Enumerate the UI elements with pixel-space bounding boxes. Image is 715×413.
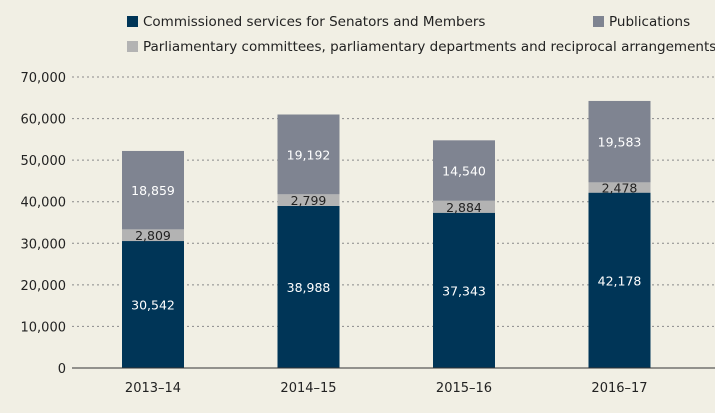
x-tick-label: 2013–14 (125, 381, 181, 396)
data-label: 14,540 (442, 164, 486, 179)
data-label: 2,799 (291, 193, 327, 208)
bar-segment (588, 182, 651, 193)
bar-segment (433, 200, 495, 213)
x-tick-label: 2014–15 (280, 381, 336, 396)
legend-label: Commissioned services for Senators and M… (143, 14, 485, 30)
data-label: 37,343 (442, 283, 486, 298)
data-label: 19,192 (287, 147, 331, 162)
legend-swatch (127, 16, 138, 27)
bar-segment (277, 114, 340, 195)
x-tick-label: 2015–16 (436, 381, 492, 396)
bar-segment (588, 192, 651, 368)
bar-segment (122, 229, 184, 242)
x-tick-label: 2016–17 (591, 381, 647, 396)
bar-segment (433, 140, 495, 201)
y-tick-label: 70,000 (21, 71, 67, 86)
data-label: 42,178 (598, 273, 642, 288)
data-label: 19,583 (598, 135, 642, 150)
y-tick-label: 10,000 (21, 320, 67, 335)
data-label: 18,859 (131, 183, 175, 198)
legend-swatch (593, 16, 604, 27)
y-tick-label: 50,000 (21, 154, 67, 169)
y-tick-label: 0 (58, 362, 66, 377)
bar-segment (588, 100, 651, 183)
bar-segment (277, 205, 340, 368)
data-label: 2,884 (446, 200, 482, 215)
bar-segment (433, 212, 495, 368)
bar-segment (122, 241, 184, 368)
y-tick-label: 30,000 (21, 237, 67, 252)
legend-label: Publications (609, 14, 690, 30)
legend-swatch (127, 41, 138, 52)
bar-segment (277, 194, 340, 206)
data-label: 30,542 (131, 298, 175, 313)
y-tick-label: 40,000 (21, 196, 67, 211)
bar-segment (122, 150, 184, 230)
data-label: 38,988 (287, 280, 331, 295)
data-label: 2,478 (602, 181, 638, 196)
data-label: 2,809 (135, 228, 171, 243)
y-tick-label: 60,000 (21, 113, 67, 128)
y-tick-label: 20,000 (21, 279, 67, 294)
legend-label: Parliamentary committees, parliamentary … (143, 39, 715, 55)
